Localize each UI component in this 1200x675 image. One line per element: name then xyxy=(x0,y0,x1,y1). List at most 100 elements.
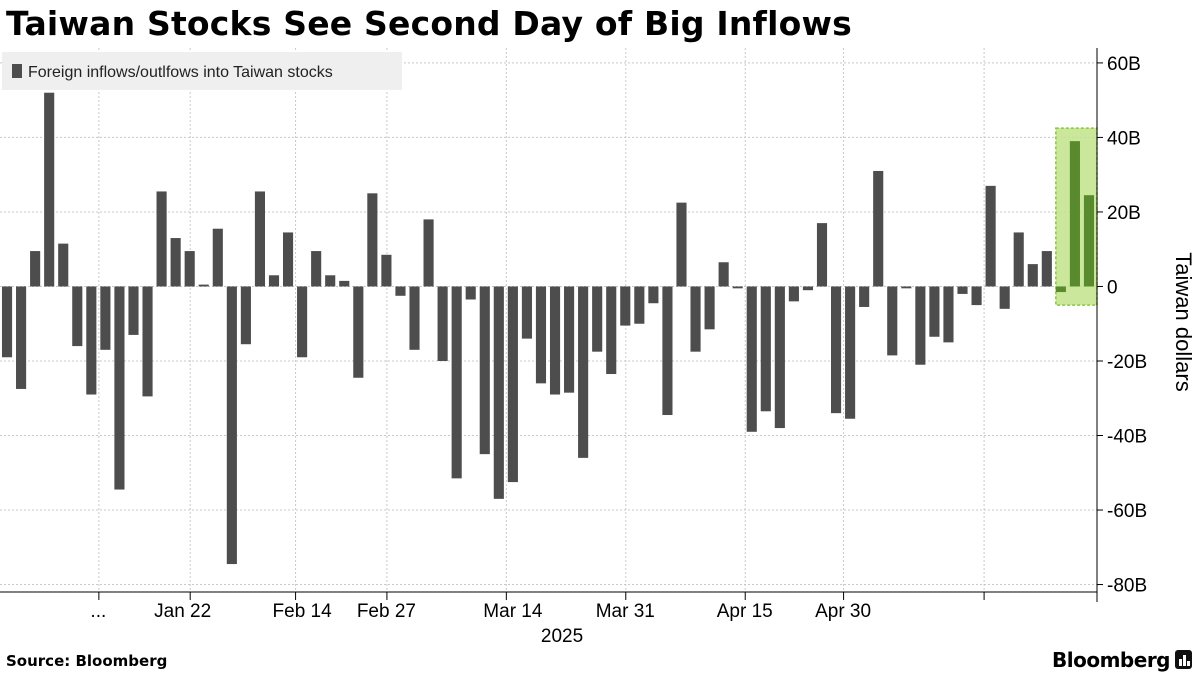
x-tick-label: Apr 30 xyxy=(815,601,871,622)
x-tick-label: Apr 15 xyxy=(717,601,773,622)
bar xyxy=(676,202,687,287)
y-tick-label: -80B xyxy=(1107,576,1147,597)
y-tick-label: 0 xyxy=(1107,277,1118,298)
bar xyxy=(100,286,111,350)
bar xyxy=(86,286,97,395)
y-tick-label: 60B xyxy=(1107,54,1141,75)
bar xyxy=(353,286,364,378)
grid-lines xyxy=(0,48,1097,592)
bar xyxy=(859,286,870,307)
source-note: Source: Bloomberg xyxy=(6,652,168,670)
bar xyxy=(662,286,673,416)
bar xyxy=(507,286,518,483)
bar xyxy=(1055,286,1066,293)
bar xyxy=(929,286,940,337)
bar xyxy=(1069,141,1080,287)
x-tick-label: Mar 31 xyxy=(596,601,655,622)
bar xyxy=(816,223,828,287)
bar xyxy=(774,286,785,429)
bar xyxy=(592,286,603,352)
bar xyxy=(620,286,631,326)
bar xyxy=(212,228,223,287)
bar xyxy=(732,286,743,289)
bar xyxy=(606,286,617,375)
bar xyxy=(44,92,55,287)
bar xyxy=(1041,251,1052,287)
bar xyxy=(564,286,575,393)
x-year-label: 2025 xyxy=(541,626,583,647)
bar xyxy=(634,286,645,324)
bar xyxy=(535,286,547,384)
bar xyxy=(254,191,266,287)
bar xyxy=(268,275,280,287)
bar xyxy=(282,232,294,287)
bar xyxy=(943,286,954,343)
bar xyxy=(549,286,561,395)
bar xyxy=(971,286,982,306)
bar xyxy=(170,238,181,287)
bar xyxy=(718,262,729,287)
y-axis: 60B 40B 20B 0 -20B -40B -60B -80B xyxy=(1096,48,1147,602)
bar xyxy=(395,286,406,296)
bar xyxy=(451,286,462,479)
bar xyxy=(423,219,434,287)
bar xyxy=(142,286,153,397)
bar xyxy=(915,286,926,365)
bar xyxy=(873,170,884,287)
bar xyxy=(830,286,842,414)
bar xyxy=(311,251,322,287)
bar xyxy=(156,191,167,287)
bar xyxy=(802,286,814,291)
bar xyxy=(578,286,589,458)
bar xyxy=(760,286,771,412)
y-tick-label: -20B xyxy=(1107,352,1147,373)
bar xyxy=(58,243,69,287)
legend: Foreign inflows/outlfows into Taiwan sto… xyxy=(2,52,402,90)
legend-box xyxy=(2,52,402,90)
y-axis-label: Taiwan dollars xyxy=(1171,252,1196,391)
bar xyxy=(437,286,448,361)
legend-swatch xyxy=(12,64,22,78)
bar xyxy=(704,286,715,330)
bar xyxy=(1027,264,1038,287)
bar xyxy=(226,286,237,565)
x-tick-label: Mar 14 xyxy=(483,601,543,622)
bar xyxy=(746,286,757,432)
bar xyxy=(493,286,504,499)
bar xyxy=(381,254,392,287)
bar xyxy=(1,286,13,358)
bar xyxy=(788,286,799,302)
bar xyxy=(690,286,701,352)
bar xyxy=(999,286,1010,309)
bar xyxy=(465,286,476,300)
y-tick-label: 40B xyxy=(1107,128,1141,149)
bars xyxy=(1,92,1095,565)
bar xyxy=(985,185,996,287)
legend-label: Foreign inflows/outlfows into Taiwan sto… xyxy=(28,64,333,81)
bloomberg-chart-icon xyxy=(1175,650,1192,669)
bar xyxy=(479,286,490,455)
x-tick-label: ... xyxy=(90,601,106,622)
bar xyxy=(1013,232,1024,287)
bar xyxy=(409,286,420,350)
bar xyxy=(648,286,659,304)
x-tick-label: Feb 27 xyxy=(357,601,416,622)
bar xyxy=(521,286,532,339)
bar xyxy=(198,284,209,287)
brand-logo: Bloomberg xyxy=(1052,648,1170,672)
bar xyxy=(240,286,251,345)
bar xyxy=(184,251,195,287)
x-axis: ... Jan 22 Feb 14 Feb 27 Mar 14 Mar 31 Apr 15 A… xyxy=(0,591,1097,647)
bar xyxy=(339,280,350,287)
bar xyxy=(297,286,308,358)
bar xyxy=(30,251,41,287)
bar xyxy=(128,286,139,335)
bar xyxy=(16,286,27,389)
bar xyxy=(325,275,336,287)
bar xyxy=(887,286,898,356)
x-tick-label: Feb 14 xyxy=(273,601,333,622)
bar xyxy=(1083,195,1095,287)
y-tick-label: -60B xyxy=(1107,501,1147,522)
y-tick-label: -40B xyxy=(1107,427,1147,448)
